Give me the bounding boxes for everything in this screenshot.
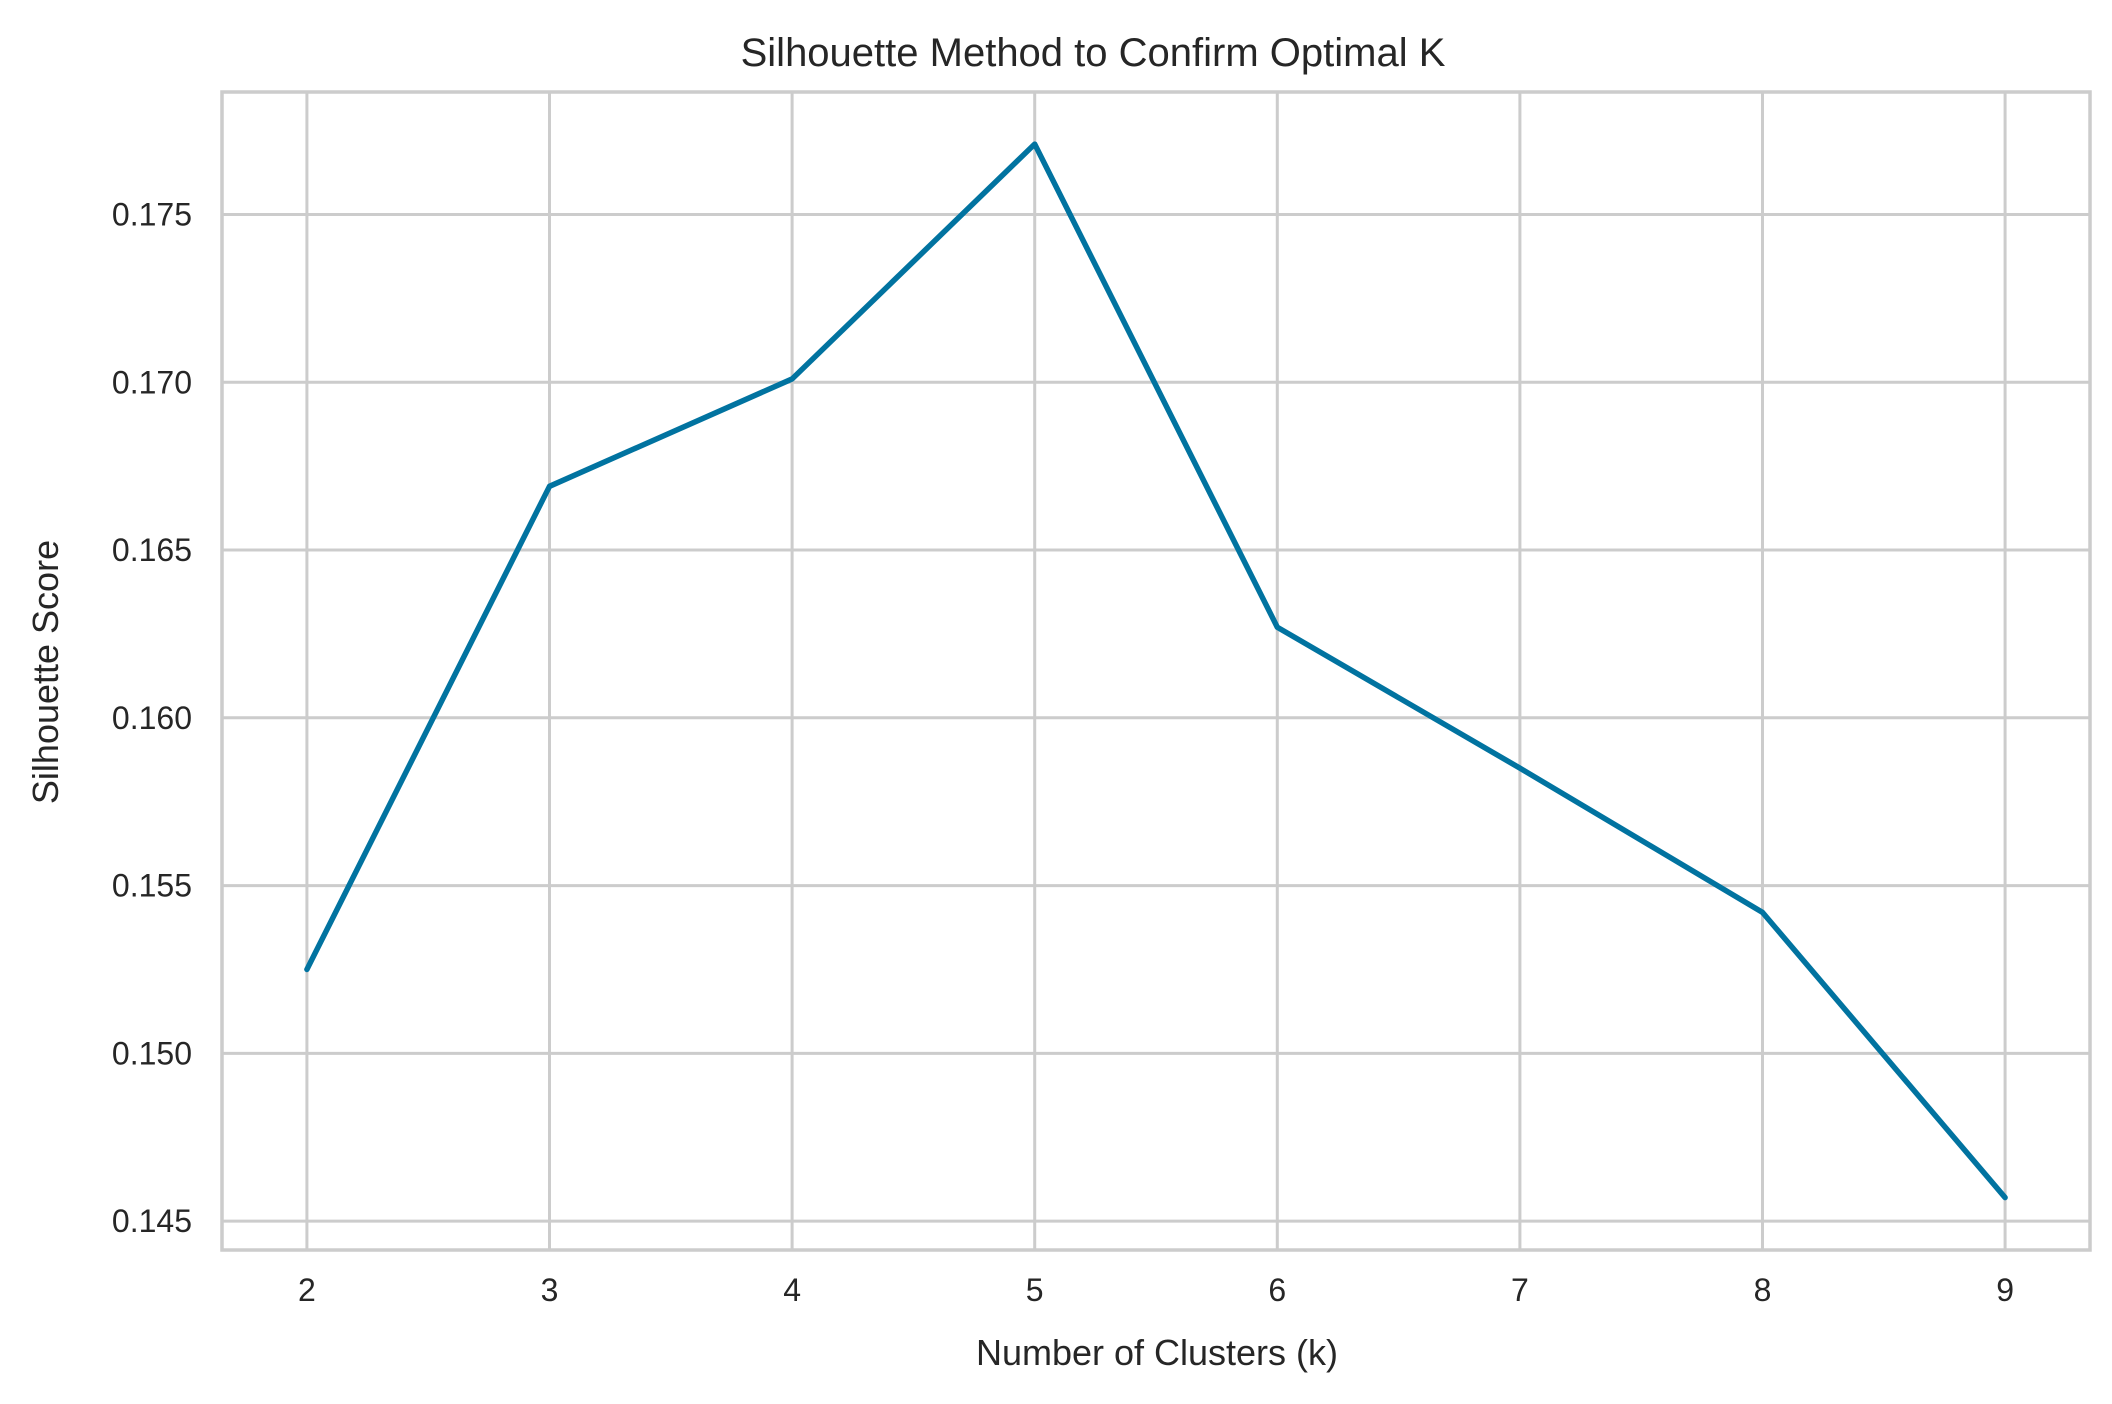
x-tick-label: 3 [541, 1272, 559, 1308]
x-tick-label: 7 [1511, 1272, 1529, 1308]
x-tick-label: 8 [1754, 1272, 1772, 1308]
x-tick-label: 2 [298, 1272, 316, 1308]
y-tick-label: 0.155 [112, 868, 192, 904]
chart-title: Silhouette Method to Confirm Optimal K [741, 31, 1446, 75]
y-tick-label: 0.160 [112, 700, 192, 736]
y-tick-label: 0.145 [112, 1203, 192, 1239]
x-tick-labels: 2 3 4 5 6 7 8 9 [298, 1272, 2014, 1308]
plot-frame [220, 90, 2092, 1252]
y-tick-label: 0.165 [112, 532, 192, 568]
x-tick-label: 6 [1268, 1272, 1286, 1308]
y-tick-label: 0.175 [112, 197, 192, 233]
y-tick-label: 0.170 [112, 364, 192, 400]
y-gridlines [222, 213, 2090, 1223]
x-tick-label: 9 [1996, 1272, 2014, 1308]
y-tick-label: 0.150 [112, 1035, 192, 1071]
y-axis-label: Silhouette Score [25, 540, 66, 804]
x-tick-label: 4 [783, 1272, 801, 1308]
x-gridlines [305, 92, 2007, 1250]
x-tick-label: 5 [1026, 1272, 1044, 1308]
series-layer [304, 141, 2008, 1201]
x-axis-label: Number of Clusters (k) [976, 1332, 1338, 1373]
series-line [304, 141, 2008, 1201]
y-tick-labels: 0.145 0.150 0.155 0.160 0.165 0.170 0.175 [112, 197, 192, 1240]
